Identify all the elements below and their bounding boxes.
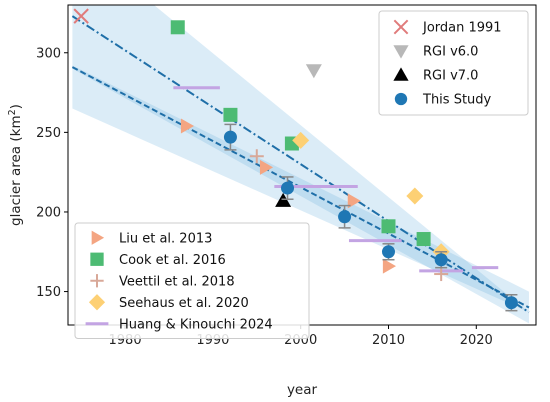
- legend-lower: Liu et al. 2013 Cook et al. 2016 Veettil e…: [74, 222, 310, 339]
- y-tick-label-250: 250: [36, 126, 61, 141]
- y-axis-title-sup: 2: [7, 109, 18, 115]
- legend-swatch-veettil-et-al-2018: [90, 274, 104, 288]
- fit-line-dashed: [71, 66, 530, 309]
- legend-lower-frame: [74, 222, 310, 339]
- veettil-et-al-2018-point-1: [249, 149, 264, 164]
- legend-swatch-jordan-1991: [393, 19, 409, 35]
- x-tick-label-2020: 2020: [460, 333, 493, 348]
- legend-label-cook-et-al-2016: Cook et al. 2016: [119, 253, 226, 268]
- this-study-point-4: [381, 245, 395, 259]
- fit-line-dash-dot: [71, 15, 530, 314]
- cook-et-al-2016-point-5: [416, 232, 431, 247]
- y-axis-title-tail: ): [8, 104, 24, 109]
- cook-et-al-2016-point-4: [381, 219, 396, 234]
- liu-et-al-2013-point-3: [347, 193, 361, 209]
- this-study-point-6: [504, 296, 518, 310]
- y-axis-ticks: 150 200 250 300: [36, 46, 68, 300]
- legend-label-jordan-1991: Jordan 1991: [422, 21, 502, 36]
- seehaus-et-al-2020-point-1: [292, 131, 310, 149]
- veettil-et-al-2018-point-2: [434, 267, 449, 282]
- y-axis-title-main: glacier area (km: [8, 115, 24, 226]
- legend-label-liu-et-al-2013: Liu et al. 2013: [119, 231, 212, 246]
- legend-swatch-seehaus-et-al-2020: [88, 294, 106, 311]
- legend-swatch-rgi-v7-0: [393, 67, 409, 81]
- legend-swatch-rgi-v6-0: [393, 45, 409, 59]
- y-tick-label-300: 300: [36, 46, 61, 61]
- y-tick-label-150: 150: [36, 285, 61, 300]
- this-study-point-3: [338, 210, 352, 224]
- this-study-point-2: [281, 181, 295, 195]
- legend-label-seehaus-et-al-2020: Seehaus et al. 2020: [119, 296, 249, 311]
- legend-swatch-this-study: [394, 92, 408, 106]
- y-axis-title: glacier area (km2): [7, 104, 24, 226]
- legend-upper-frame: [378, 10, 529, 116]
- y-tick-label-200: 200: [36, 205, 61, 220]
- legend-label-huang-kinouchi-2024: Huang & Kinouchi 2024: [119, 317, 273, 332]
- legend-upper: Jordan 1991 RGI v6.0 RGI v7.0 This Study: [378, 10, 529, 116]
- liu-et-al-2013-point-2: [259, 159, 274, 175]
- data-marks: [73, 8, 518, 312]
- confidence-band-1: [72, 5, 529, 313]
- this-study-point-1: [223, 130, 237, 144]
- legend-swatch-cook-et-al-2016: [90, 252, 104, 266]
- cook-et-al-2016-point-2: [223, 107, 238, 122]
- seehaus-et-al-2020-point-2: [406, 187, 424, 205]
- legend-label-this-study: This Study: [422, 93, 492, 108]
- rgi-v6-0-point-1: [305, 64, 322, 79]
- jordan-1991-point-1: [73, 8, 89, 24]
- legend-label-rgi-v6-0: RGI v6.0: [423, 45, 478, 60]
- legend-swatch-liu-et-al-2013: [91, 230, 105, 245]
- x-tick-label-2010: 2010: [372, 333, 405, 348]
- legend-label-rgi-v7-0: RGI v7.0: [423, 69, 478, 84]
- liu-et-al-2013-point-1: [180, 118, 195, 134]
- fit-lines: [71, 15, 530, 314]
- cook-et-al-2016-point-1: [170, 20, 185, 35]
- this-study-point-5: [434, 253, 448, 267]
- liu-et-al-2013-point-4: [382, 258, 396, 274]
- x-axis-title: year: [287, 382, 318, 398]
- legend-label-veettil-et-al-2018: Veettil et al. 2018: [119, 274, 235, 289]
